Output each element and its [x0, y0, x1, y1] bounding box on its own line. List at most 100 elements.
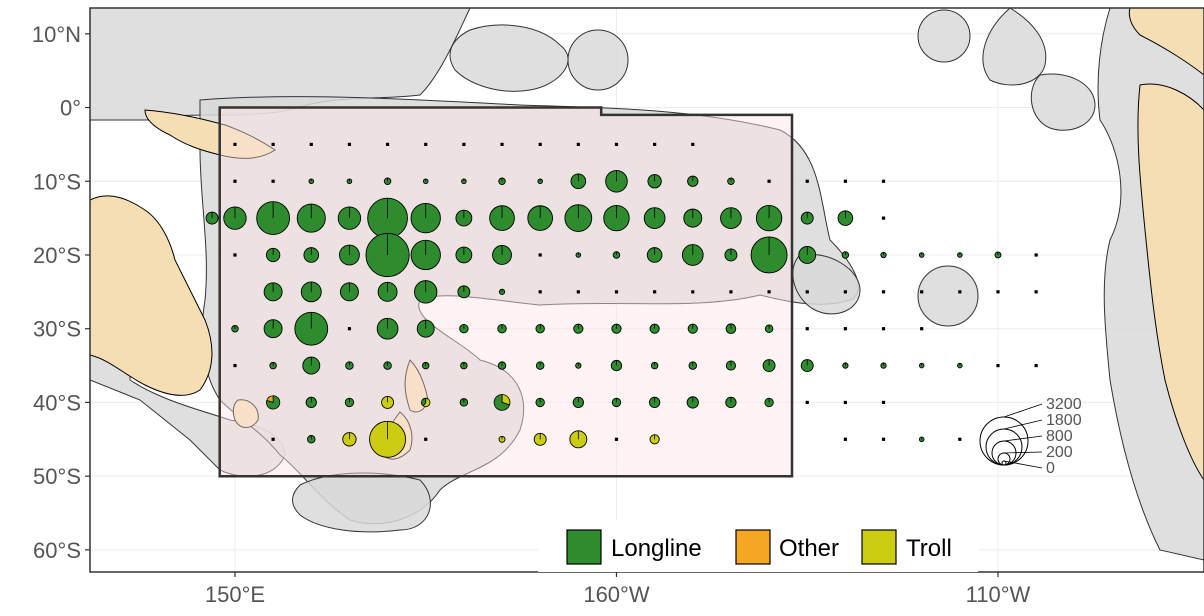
catch-pie: [538, 290, 542, 294]
catch-pie: [573, 323, 584, 334]
eez-zone-pitcairn: [917, 265, 979, 327]
catch-pie-dot: [996, 290, 1000, 294]
y-tick-label: 40°S: [33, 390, 81, 415]
size-legend-leader: [1003, 451, 1043, 454]
catch-pie: [457, 285, 471, 299]
catch-pie: [410, 239, 441, 271]
catch-pie: [762, 359, 776, 373]
pie-slice: [493, 394, 511, 411]
size-legend-leader: [1003, 419, 1043, 430]
catch-pie-dot: [881, 437, 886, 441]
catch-pie: [337, 206, 362, 230]
catch-pie: [920, 290, 924, 294]
catch-pie: [798, 246, 817, 264]
size-legend-label: 3200: [1046, 396, 1082, 413]
catch-pie-dot: [843, 179, 847, 183]
land-tasmania: [232, 399, 259, 428]
catch-pie-dot: [958, 437, 962, 441]
catch-pie: [265, 247, 281, 263]
catch-pie: [687, 323, 698, 334]
pie-slice: [266, 395, 274, 403]
catch-pie: [691, 290, 695, 294]
size-legend-leader: [1003, 435, 1043, 442]
catch-pie: [231, 324, 239, 333]
catch-pie: [611, 397, 622, 408]
catch-pie: [881, 216, 886, 220]
catch-pie: [376, 317, 399, 340]
catch-pie: [342, 432, 357, 447]
catch-pie: [767, 179, 771, 183]
catch-pie: [459, 324, 469, 334]
catch-pie: [383, 177, 392, 185]
catch-pie-dot: [920, 290, 924, 294]
catch-pie: [263, 319, 283, 339]
catch-pie: [800, 359, 814, 373]
eez-zones: [89, 7, 1204, 561]
catch-pie: [347, 142, 352, 146]
catch-pie: [881, 400, 886, 405]
catch-pie: [576, 290, 580, 294]
catch-pie-dot: [309, 142, 313, 146]
catch-pie-dot: [233, 253, 237, 257]
legend-key-troll: [861, 529, 897, 565]
catch-pie: [767, 290, 771, 294]
pie-slice: [422, 397, 431, 408]
land-north-america: [1128, 7, 1204, 76]
catch-pie: [422, 178, 429, 185]
catch-pie: [569, 430, 588, 449]
catch-pie-dot: [538, 142, 542, 146]
catch-pie: [996, 290, 1000, 294]
catch-pie: [881, 179, 886, 183]
catch-pie-dot: [958, 290, 962, 294]
catch-pie: [462, 142, 466, 146]
catch-pie-dot: [920, 327, 924, 331]
catch-pie: [918, 252, 925, 258]
catch-pie: [688, 361, 698, 370]
catch-pie: [800, 211, 814, 225]
catch-pie-dot: [271, 142, 275, 146]
catch-pie: [271, 179, 275, 183]
catch-pie: [271, 437, 275, 441]
catch-pie: [233, 142, 237, 146]
y-tick-label: 30°S: [33, 317, 81, 342]
catch-pie-dot: [691, 142, 695, 146]
eez-zone-micronesia: [449, 24, 569, 92]
catch-pie-dot: [881, 216, 886, 220]
y-tick-label: 10°N: [32, 22, 81, 47]
catch-pie-dot: [1034, 253, 1038, 257]
eez-zone-islands-2: [917, 9, 971, 63]
catch-pie: [421, 397, 431, 408]
catch-pie: [263, 282, 283, 302]
catch-pie: [610, 359, 623, 372]
catch-pie: [805, 179, 809, 183]
catch-pie: [307, 435, 316, 444]
catch-pie: [497, 361, 507, 370]
catch-pie: [996, 363, 1000, 368]
catch-pie: [410, 202, 441, 234]
catch-pie: [843, 437, 847, 441]
size-legend-label: 800: [1046, 428, 1073, 445]
catch-pie: [498, 435, 506, 443]
catch-pie: [416, 319, 435, 338]
catch-pie: [683, 208, 703, 228]
y-tick-label: 60°S: [33, 538, 81, 563]
catch-pie: [377, 281, 398, 302]
catch-pie-dot: [805, 327, 809, 331]
catch-pie: [339, 244, 360, 266]
catch-pie: [805, 327, 809, 331]
catch-pie: [729, 290, 733, 294]
catch-pie: [725, 323, 737, 334]
catch-pie: [881, 327, 886, 331]
catch-pie-dot: [576, 290, 580, 294]
catch-pie-dot: [881, 290, 886, 294]
catch-pie: [383, 361, 392, 370]
catch-pie: [612, 251, 621, 259]
catch-pie: [459, 398, 469, 407]
catch-pie-dot: [729, 290, 733, 294]
catch-pie-dot: [538, 253, 542, 257]
catch-pie: [535, 361, 545, 370]
catch-pie: [881, 437, 886, 441]
catch-pie: [271, 142, 275, 146]
catch-pie: [603, 204, 630, 232]
